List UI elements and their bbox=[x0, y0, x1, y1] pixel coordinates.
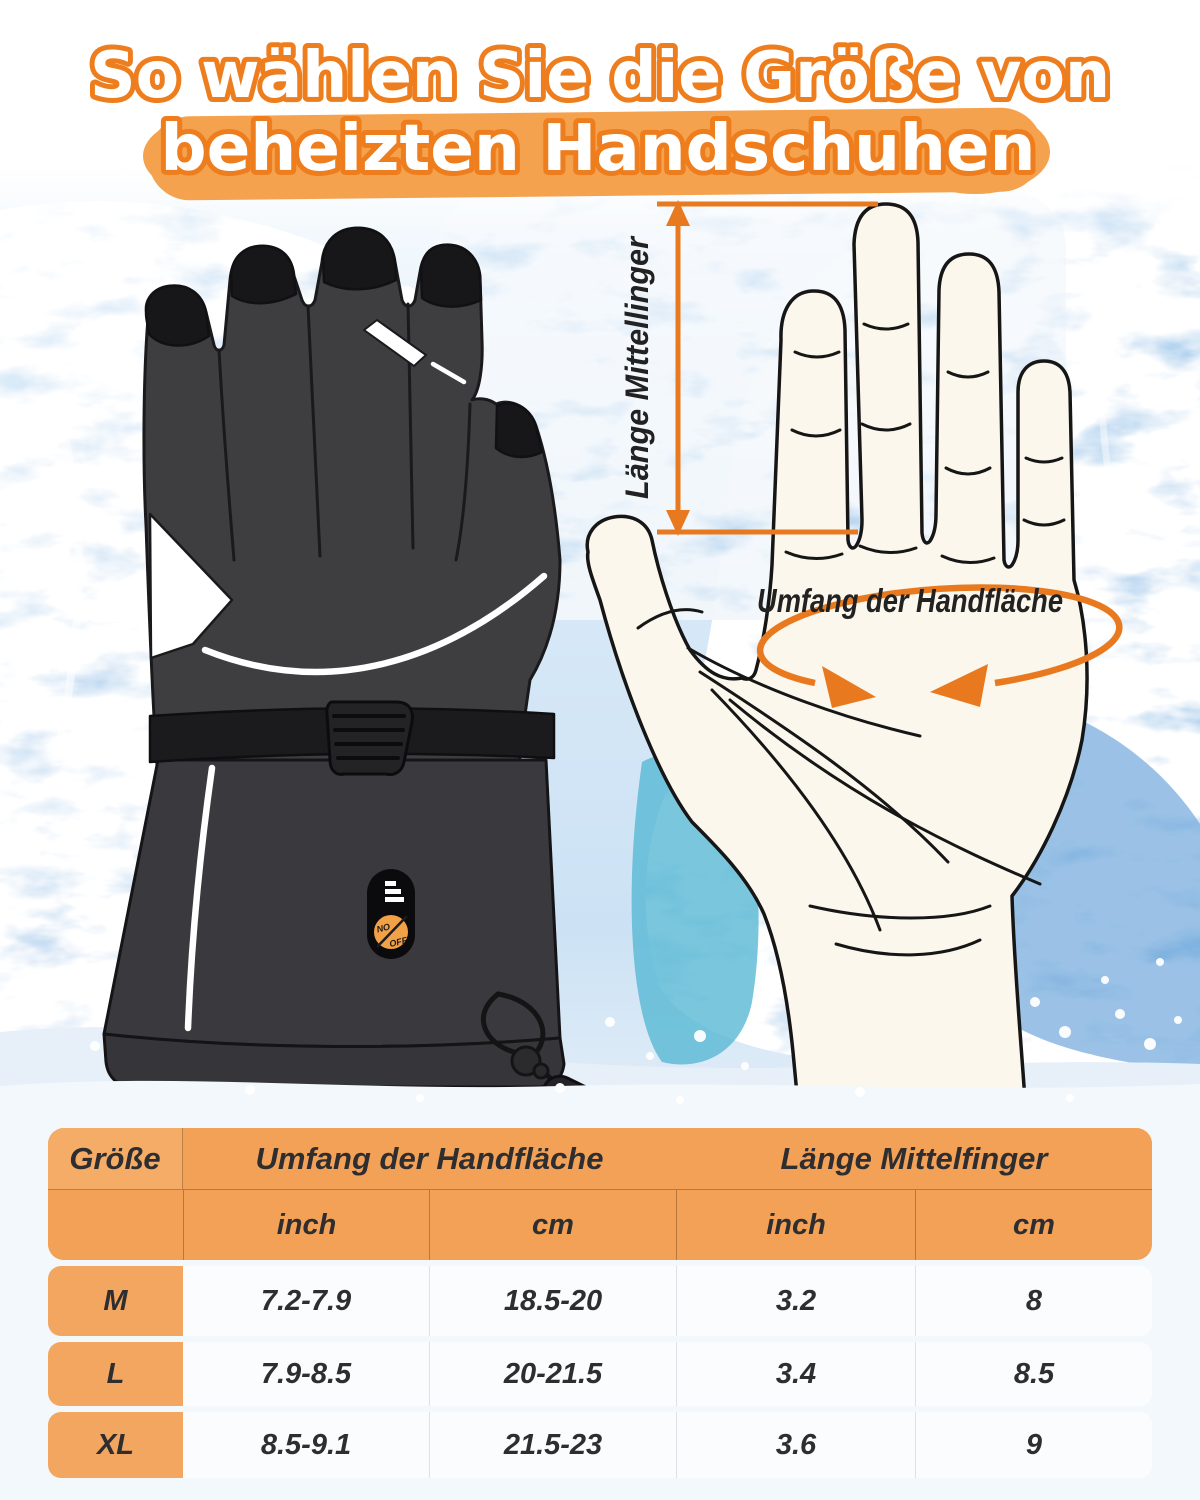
finger-inch-value: 3.4 bbox=[676, 1342, 915, 1406]
glove-finger-creases bbox=[217, 302, 472, 562]
battery-level-icon bbox=[385, 881, 404, 902]
header-row: Größe Umfang der Handfläche Länge Mittel… bbox=[48, 1128, 1152, 1190]
glove-reflective-slash bbox=[363, 319, 427, 367]
finger-inch-value: 3.6 bbox=[676, 1412, 915, 1478]
table-row-size-m: M 7.2-7.9 18.5-20 3.2 8 bbox=[48, 1266, 1152, 1336]
ice-vein bbox=[56, 418, 83, 741]
cord-lock bbox=[510, 1045, 542, 1077]
size-label: L bbox=[48, 1342, 183, 1406]
ellipse-arrowhead-left bbox=[822, 666, 876, 708]
unit-header-finger-cm: cm bbox=[915, 1190, 1152, 1260]
power-button: NO OFF bbox=[374, 915, 409, 949]
palm-cm-value: 20-21.5 bbox=[429, 1342, 676, 1406]
unit-header-row: inch cm inch cm bbox=[48, 1190, 1152, 1260]
finger-cm-value: 8 bbox=[915, 1266, 1152, 1336]
size-label: XL bbox=[48, 1412, 183, 1478]
page-title-line2: beheizten Handschuhen bbox=[161, 112, 1036, 186]
arrowhead-down bbox=[666, 510, 690, 536]
finger-cm-value: 9 bbox=[915, 1412, 1152, 1478]
finger-length-label: Länge Mittellinger bbox=[619, 236, 655, 499]
palm-circumference-ellipse bbox=[756, 584, 1123, 687]
size-table: Größe Umfang der Handfläche Länge Mittel… bbox=[48, 1128, 1152, 1478]
unit-header-finger-inch: inch bbox=[676, 1190, 915, 1260]
size-label: M bbox=[48, 1266, 183, 1336]
col-header-size: Größe bbox=[48, 1128, 183, 1190]
hand-silhouette bbox=[585, 202, 1089, 1128]
palm-inch-value: 7.9-8.5 bbox=[183, 1342, 429, 1406]
title-highlight-blob bbox=[143, 107, 1050, 201]
col-header-middle-finger-length: Länge Mittelfinger bbox=[676, 1128, 1152, 1190]
size-table-header: Größe Umfang der Handfläche Länge Mittel… bbox=[48, 1128, 1152, 1260]
hand-illustration bbox=[585, 202, 1089, 1128]
arrowhead-up bbox=[666, 200, 690, 226]
glove-palm-piping bbox=[201, 572, 548, 676]
hand-crease-lines bbox=[636, 322, 1066, 957]
unit-header-palm-inch: inch bbox=[183, 1190, 429, 1260]
power-button-off-label: OFF bbox=[388, 935, 408, 949]
glove-control-panel: NO OFF bbox=[367, 869, 415, 959]
snow-dots-front bbox=[245, 1083, 1074, 1104]
finger-cm-value: 8.5 bbox=[915, 1342, 1152, 1406]
measurement-annotations: Länge Mittellinger Umfang der Handfläche bbox=[619, 200, 1123, 708]
palm-inch-value: 7.2-7.9 bbox=[183, 1266, 429, 1336]
col-header-palm-circumference: Umfang der Handfläche bbox=[183, 1128, 676, 1190]
finger-inch-value: 3.2 bbox=[676, 1266, 915, 1336]
unit-header-empty bbox=[48, 1190, 183, 1260]
ellipse-arrowhead-right bbox=[930, 664, 988, 707]
glove-buckle bbox=[325, 700, 414, 776]
glove-white-chevron bbox=[148, 512, 234, 660]
page-title-line1: So wählen Sie die Größe von bbox=[90, 39, 1110, 113]
palm-cm-value: 18.5-20 bbox=[429, 1266, 676, 1336]
glove-reflective-slash-small bbox=[430, 361, 467, 385]
glove-touch-fingertips bbox=[144, 226, 544, 459]
palm-circumference-label: Umfang der Handfläche bbox=[757, 582, 1063, 619]
palm-cm-value: 21.5-23 bbox=[429, 1412, 676, 1478]
title-block: So wählen Sie die Größe von beheizten Ha… bbox=[85, 34, 1115, 201]
heated-glove-illustration: NO OFF bbox=[102, 226, 631, 1138]
finger-length-lines bbox=[657, 201, 878, 535]
table-row-size-xl: XL 8.5-9.1 21.5-23 3.6 9 bbox=[48, 1412, 1152, 1478]
unit-header-palm-cm: cm bbox=[429, 1190, 676, 1260]
power-button-no-label: NO bbox=[376, 922, 392, 935]
power-button-slash bbox=[376, 915, 408, 948]
table-row-size-l: L 7.9-8.5 20-21.5 3.4 8.5 bbox=[48, 1342, 1152, 1406]
glove-cuff-piping bbox=[184, 764, 216, 1032]
palm-inch-value: 8.5-9.1 bbox=[183, 1412, 429, 1478]
ice-vein bbox=[1098, 258, 1134, 562]
